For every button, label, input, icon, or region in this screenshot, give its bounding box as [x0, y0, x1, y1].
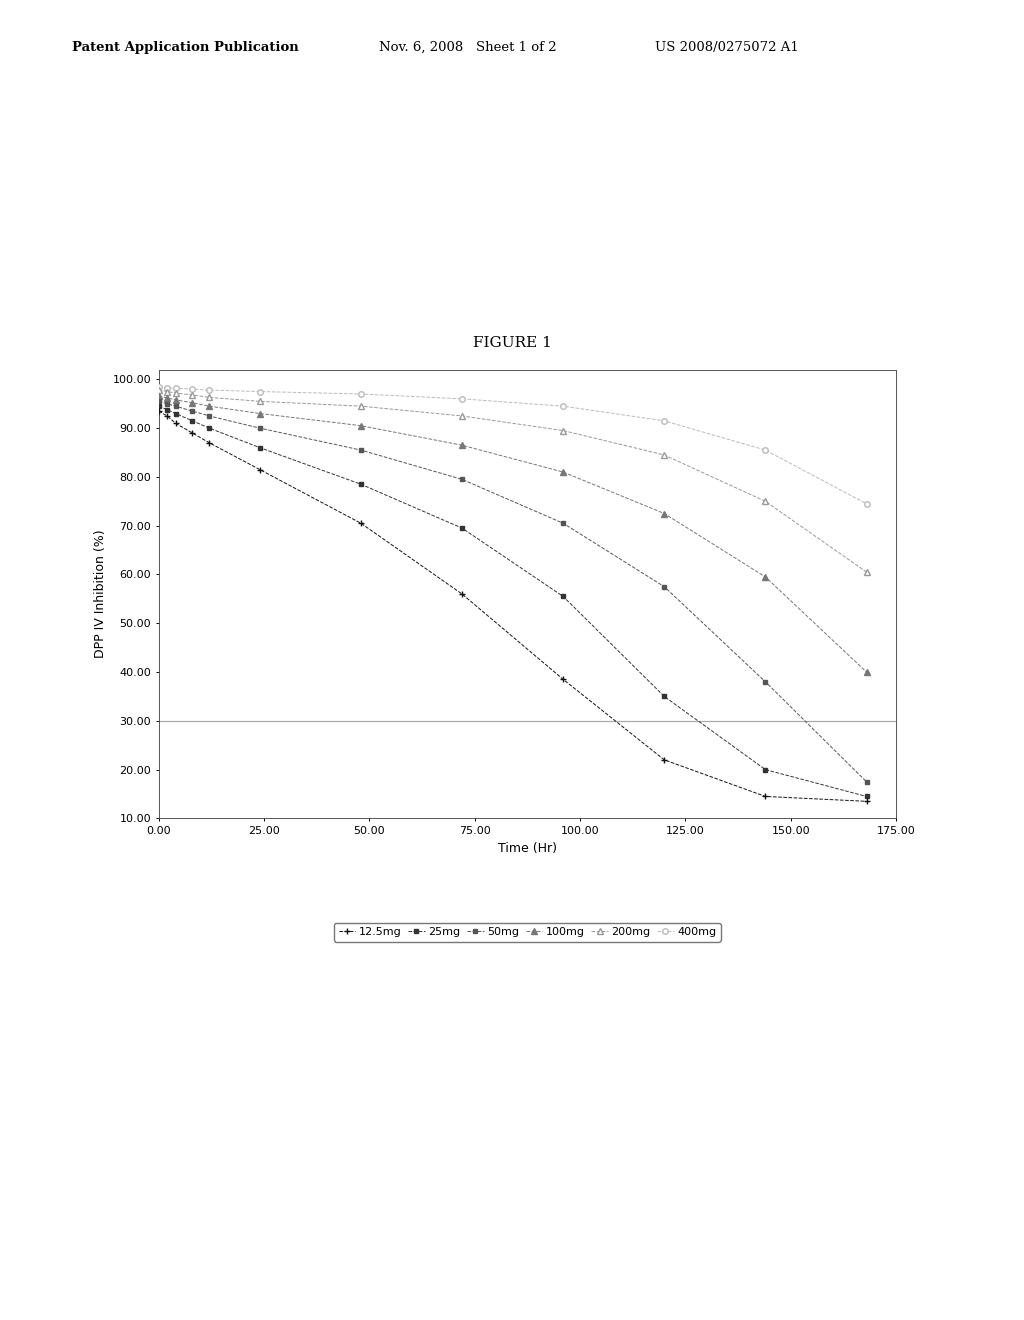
- X-axis label: Time (Hr): Time (Hr): [498, 842, 557, 854]
- Y-axis label: DPP IV Inhibition (%): DPP IV Inhibition (%): [94, 529, 106, 659]
- Legend: 12.5mg, 25mg, 50mg, 100mg, 200mg, 400mg: 12.5mg, 25mg, 50mg, 100mg, 200mg, 400mg: [334, 923, 721, 941]
- Text: Patent Application Publication: Patent Application Publication: [72, 41, 298, 54]
- Text: US 2008/0275072 A1: US 2008/0275072 A1: [655, 41, 799, 54]
- Text: FIGURE 1: FIGURE 1: [472, 337, 552, 350]
- Text: Nov. 6, 2008   Sheet 1 of 2: Nov. 6, 2008 Sheet 1 of 2: [379, 41, 556, 54]
